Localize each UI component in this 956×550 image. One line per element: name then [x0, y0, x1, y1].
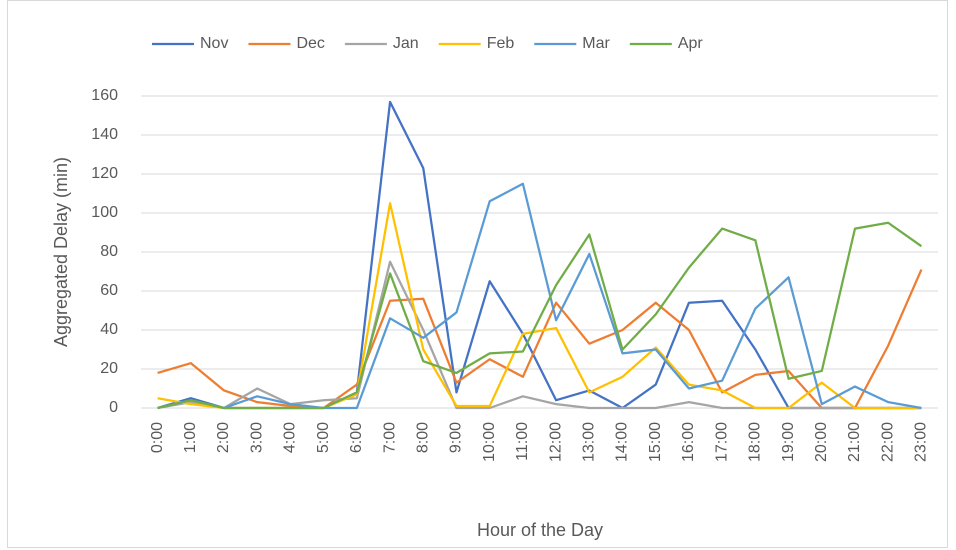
- x-tick-label: 2:00: [215, 422, 232, 453]
- x-tick-label: 20:00: [813, 422, 830, 462]
- x-tick-label: 14:00: [614, 422, 631, 462]
- legend-label: Apr: [678, 35, 704, 52]
- x-tick-label: 17:00: [713, 422, 730, 462]
- legend-label: Nov: [200, 35, 228, 52]
- legend-label: Dec: [296, 35, 324, 52]
- x-tick-label: 7:00: [381, 422, 398, 453]
- x-tick-label: 5:00: [315, 422, 332, 453]
- x-tick-label: 0:00: [149, 422, 166, 453]
- series-line: [157, 221, 923, 410]
- y-tick-label: 160: [91, 87, 118, 104]
- series-line: [157, 182, 922, 410]
- x-tick-label: 6:00: [348, 422, 365, 453]
- x-tick-label: 23:00: [913, 422, 930, 462]
- y-tick-label: 100: [91, 204, 118, 221]
- x-tick-label: 18:00: [747, 422, 764, 462]
- x-axis-title: Hour of the Day: [477, 520, 603, 540]
- y-tick-label: 60: [100, 282, 118, 299]
- x-tick-label: 15:00: [647, 422, 664, 462]
- legend-label: Jan: [393, 35, 419, 52]
- chart-frame: [7, 0, 948, 548]
- y-tick-label: 140: [91, 126, 118, 143]
- y-tick-label: 20: [100, 360, 118, 377]
- x-tick-label: 19:00: [780, 422, 797, 462]
- x-tick-label: 22:00: [879, 422, 896, 462]
- x-tick-label: 21:00: [846, 422, 863, 462]
- x-tick-label: 4:00: [282, 422, 299, 453]
- x-tick-label: 10:00: [481, 422, 498, 462]
- y-tick-label: 0: [109, 399, 118, 416]
- x-tick-label: 1:00: [182, 422, 199, 453]
- x-tick-label: 11:00: [514, 422, 531, 461]
- x-tick-label: 8:00: [414, 422, 431, 453]
- y-tick-label: 120: [91, 165, 118, 182]
- x-tick-label: 3:00: [248, 422, 265, 453]
- legend-label: Feb: [487, 35, 515, 52]
- y-tick-label: 40: [100, 321, 118, 338]
- x-tick-label: 13:00: [581, 422, 598, 462]
- y-axis-title: Aggregated Delay (min): [51, 157, 71, 347]
- x-tick-label: 9:00: [448, 422, 465, 453]
- x-tick-label: 12:00: [547, 422, 564, 462]
- y-tick-label: 80: [100, 243, 118, 260]
- x-tick-label: 16:00: [680, 422, 697, 462]
- legend-label: Mar: [582, 35, 610, 52]
- series-line: [157, 260, 922, 410]
